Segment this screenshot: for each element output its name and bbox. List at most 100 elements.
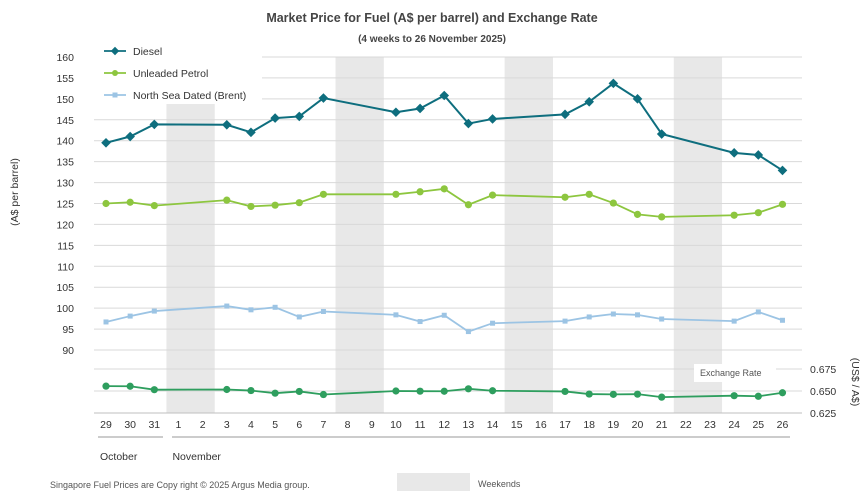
y-axis-label-right: (US$ / A$) (849, 358, 861, 406)
weekend-legend-swatch (397, 473, 470, 491)
weekend-band (335, 57, 384, 413)
data-point (125, 131, 135, 142)
data-point (562, 318, 568, 324)
data-point (440, 185, 448, 193)
data-point (730, 392, 738, 400)
y-tick-label-right: 0.650 (810, 386, 836, 398)
data-point (561, 193, 569, 201)
y-tick-label: 90 (62, 345, 74, 357)
month-label: November (172, 451, 221, 463)
data-point (488, 387, 497, 395)
data-point (754, 209, 762, 217)
series-diesel (101, 78, 788, 176)
data-point (463, 118, 474, 129)
x-tick-label: 20 (632, 419, 644, 431)
data-point (296, 314, 302, 320)
x-tick-label: 7 (321, 419, 327, 431)
data-point (659, 316, 665, 322)
y-tick-label: 155 (56, 73, 74, 85)
data-point (658, 213, 666, 221)
data-point (755, 309, 761, 315)
data-point (294, 111, 305, 122)
data-point (416, 387, 424, 395)
chart-title: Market Price for Fuel (A$ per barrel) an… (266, 11, 597, 25)
data-point (224, 303, 230, 309)
data-point (753, 150, 764, 160)
x-tick-label: 25 (752, 419, 764, 431)
data-point (415, 103, 425, 114)
data-point (320, 308, 326, 314)
x-tick-label: 24 (728, 419, 740, 431)
x-tick-label: 11 (415, 419, 426, 431)
data-point (609, 199, 617, 207)
legend-item: North Sea Dated (Brent) (104, 90, 246, 102)
y-tick-label: 95 (62, 324, 74, 336)
x-tick-label: 29 (100, 419, 112, 431)
data-point (318, 93, 329, 103)
data-point (223, 385, 231, 394)
y-tick-label: 105 (56, 282, 74, 294)
data-point (731, 318, 737, 324)
data-point (271, 201, 279, 209)
data-point (656, 129, 667, 139)
legend: Diesel Unleaded Petrol North Sea Dated (Br… (94, 42, 262, 104)
data-point (561, 387, 569, 396)
exchange-rate-label: Exchange Rate (700, 368, 762, 378)
x-tick-label: 26 (777, 419, 789, 431)
data-point (270, 113, 280, 123)
x-tick-label: 30 (124, 419, 136, 431)
data-point (778, 389, 787, 397)
data-point (585, 190, 593, 198)
series-group (101, 78, 788, 401)
data-point (103, 319, 109, 325)
data-point (392, 387, 400, 395)
data-point (777, 165, 788, 176)
x-tick-label: 2 (200, 419, 206, 431)
data-point (635, 312, 641, 318)
x-tick-label: 1 (176, 419, 182, 431)
data-point (586, 314, 592, 320)
y-tick-label-right: 0.675 (810, 364, 836, 376)
data-point (110, 46, 120, 56)
data-point (464, 385, 472, 393)
data-point (487, 114, 498, 124)
data-point (560, 109, 570, 120)
y-tick-label: 130 (56, 178, 74, 190)
data-point (246, 127, 256, 138)
data-point (149, 119, 160, 130)
data-point (248, 307, 254, 313)
weekend-band (166, 103, 215, 413)
legend-item: Diesel (104, 46, 162, 58)
data-point (584, 96, 594, 107)
weekend-band (504, 57, 553, 413)
data-point (778, 200, 787, 208)
x-tick-label: 19 (608, 419, 620, 431)
data-point (222, 120, 232, 130)
data-point (440, 387, 448, 395)
x-tick-label: 16 (535, 419, 547, 431)
data-point (319, 190, 328, 198)
data-point (441, 312, 447, 318)
data-point (754, 392, 762, 400)
data-point (295, 199, 303, 207)
y-tick-label: 140 (56, 136, 74, 148)
data-point (417, 319, 423, 325)
data-point (585, 390, 593, 398)
data-point (247, 202, 255, 211)
data-point (102, 199, 110, 208)
weekend-band (673, 57, 723, 413)
data-point (126, 198, 134, 206)
x-tick-label: 31 (148, 419, 160, 431)
footer-copyright: Singapore Fuel Prices are Copy right © 2… (50, 480, 310, 490)
y-tick-label: 100 (56, 303, 74, 315)
data-point (112, 92, 118, 98)
x-tick-label: 12 (438, 419, 450, 431)
x-tick-label: 8 (345, 419, 351, 431)
x-tick-label: 15 (511, 419, 523, 431)
data-point (102, 382, 110, 390)
data-point (416, 188, 424, 196)
data-point (632, 94, 643, 104)
y-tick-label: 150 (56, 94, 74, 106)
data-point (779, 317, 785, 323)
